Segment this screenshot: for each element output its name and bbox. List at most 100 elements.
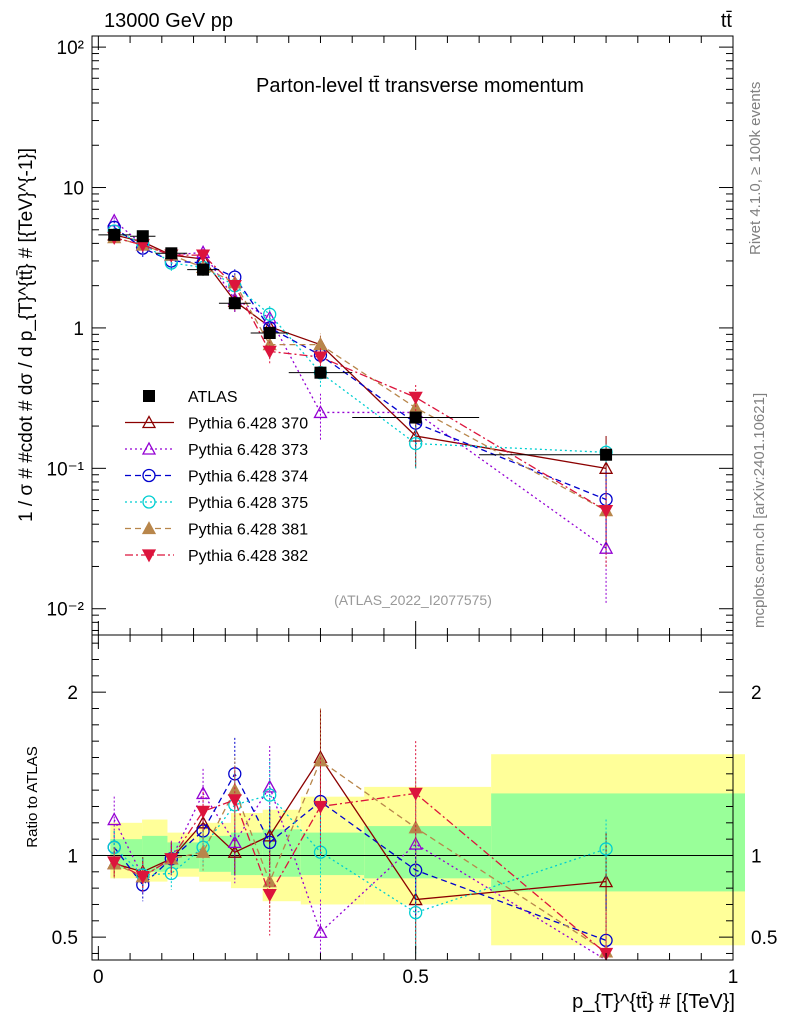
series-pythia-6-428-374 [107, 220, 613, 553]
ratio-x-ticks: 0 0.5 1 [93, 635, 738, 988]
legend-item: Pythia 6.428 374 [125, 469, 308, 486]
atlas-point [165, 247, 178, 260]
x-tick-label: 1 [728, 967, 739, 988]
data-point [598, 504, 614, 518]
energy-label: 13000 GeV pp [104, 10, 233, 32]
ratio-y-tick-label-left: 2 [67, 683, 78, 704]
atlas-point [228, 297, 241, 310]
ratio-point [227, 794, 242, 808]
legend-item: Pythia 6.428 382 [125, 548, 308, 565]
ratio-marks [107, 708, 614, 961]
data-point [598, 460, 614, 474]
legend-label: Pythia 6.428 381 [188, 522, 308, 539]
ratio-line [113, 794, 607, 914]
ratio-point [598, 874, 614, 888]
ratio-point [313, 800, 328, 814]
legend-item: Pythia 6.428 375 [125, 495, 308, 512]
atlas-point [263, 327, 276, 340]
mcplots-label: mcplots.cern.ch [arXiv:2401.10621] [751, 393, 768, 628]
chart-title: Parton-level tt̄ transverse momentum [256, 75, 584, 97]
legend-marker [143, 390, 155, 402]
ratio-point [263, 835, 277, 850]
data-point [313, 337, 328, 351]
atlas-point [136, 230, 149, 243]
ratio-point [313, 924, 328, 938]
legend-marker [141, 549, 157, 563]
y-tick-label: 10⁻¹ [47, 459, 85, 480]
series-line [113, 230, 607, 453]
main-frame [91, 35, 734, 636]
ratio-point [409, 905, 423, 920]
series-pythia-6-428-370 [107, 227, 614, 542]
series-pythia-6-428-381 [107, 230, 614, 567]
ratio-point [408, 820, 423, 834]
data-point [227, 280, 242, 294]
main-marks [98, 213, 733, 603]
ratio-y-tick-label-right: 0.5 [751, 928, 777, 949]
legend-label: Pythia 6.428 375 [188, 495, 308, 512]
ratio-point [227, 835, 242, 849]
legend-marker [141, 415, 157, 429]
ratio-y-tick-label-right: 1 [751, 846, 762, 867]
series-atlas [98, 228, 733, 461]
legend-item: Pythia 6.428 381 [125, 521, 308, 539]
series-pythia-6-428-375 [107, 224, 613, 469]
data-point [408, 428, 423, 442]
ratio-panel: 0.5 0.5 1 1 2 2 0 0.5 1 Ratio to ATLAS p_{T}^{t… [24, 634, 777, 1013]
atlas-point [197, 263, 210, 276]
main-y-ticks: 10⁻² 10⁻¹ 1 10 10² [47, 38, 733, 631]
legend-item: ATLAS [143, 389, 238, 406]
y-tick-label: 10² [57, 38, 84, 59]
y-tick-label: 1 [73, 319, 84, 340]
atlas-point [409, 411, 422, 424]
ratio-series-pythia-6-428-382 [107, 741, 614, 961]
main-y-axis-label: 1 / σ # #cdot # dσ / d p_{T}^{tt̄} # [{T… [16, 148, 37, 522]
legend-label: Pythia 6.428 373 [188, 442, 308, 459]
ratio-point [164, 853, 179, 867]
legend-label: ATLAS [188, 389, 238, 406]
x-tick-label: 0.5 [402, 967, 428, 988]
x-tick-label: 0 [93, 967, 104, 988]
data-point [195, 249, 211, 263]
process-label: tt̄ [721, 10, 733, 32]
rivet-label: Rivet 4.1.0, ≥ 100k events [747, 82, 764, 255]
data-point [313, 405, 328, 419]
legend-marker [141, 521, 157, 535]
ratio-y-axis-label: Ratio to ATLAS [24, 746, 41, 847]
ratio-point [263, 788, 277, 802]
legend-label: Pythia 6.428 382 [188, 548, 308, 565]
legend: ATLAS Pythia 6.428 370 Pythia 6.428 373 Pyt… [125, 389, 308, 565]
data-point [408, 391, 423, 405]
inner-band [364, 826, 492, 879]
data-point [262, 345, 277, 359]
ratio-point [107, 856, 122, 870]
legend-label: Pythia 6.428 370 [188, 416, 308, 433]
main-x-ticks [97, 36, 734, 635]
data-point [263, 307, 277, 321]
series-pythia-6-428-382 [107, 231, 614, 567]
analysis-label: (ATLAS_2022_I2077575) [334, 592, 492, 608]
ratio-point [408, 836, 423, 850]
ratio-y-tick-label-left: 0.5 [52, 928, 78, 949]
atlas-point [600, 448, 613, 461]
legend-item: Pythia 6.428 373 [125, 441, 308, 459]
legend-marker [142, 495, 156, 509]
atlas-point [108, 228, 121, 241]
inner-band [300, 832, 365, 876]
legend-marker [141, 441, 157, 455]
x-axis-label: p_{T}^{tt̄} # [{TeV}] [572, 991, 735, 1013]
ratio-frame [91, 634, 734, 961]
ratio-point [262, 889, 277, 903]
legend-marker [142, 468, 156, 483]
ratio-y-tick-label-right: 2 [751, 683, 762, 704]
ratio-point [195, 805, 211, 819]
ratio-point [408, 787, 423, 801]
main-panel: 10⁻² 10⁻¹ 1 10 10² Parton-level tt̄ transver… [16, 35, 734, 636]
ratio-point [599, 842, 613, 856]
ratio-uncertainty-bands [92, 754, 745, 946]
ratio-y-ticks: 0.5 0.5 1 1 2 2 [52, 642, 777, 954]
legend-label: Pythia 6.428 374 [188, 469, 308, 486]
ratio-point [107, 812, 122, 826]
series-pythia-6-428-373 [107, 213, 614, 603]
